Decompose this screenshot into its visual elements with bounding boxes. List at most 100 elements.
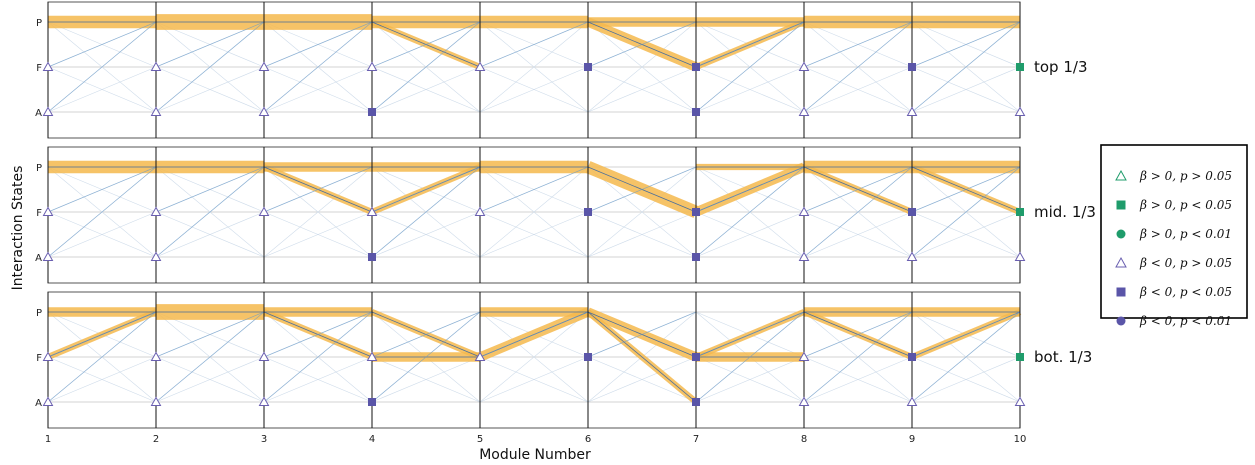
faint-transition [155,66,265,113]
triangle-marker [474,351,486,361]
marker-transition-line [587,166,697,213]
faint-transition [47,66,157,113]
marker-transition-line [803,21,913,113]
faint-transition [587,211,697,258]
triangle-marker [798,251,810,261]
marker-transition-line [263,311,373,403]
legend-square-icon [1116,287,1126,297]
marker-transition-line [371,21,481,68]
faint-transition [479,21,589,113]
marker-transition-line [263,311,373,358]
marker-transition-line [695,21,805,68]
triangle-marker [42,351,54,361]
marker-transition-line [695,166,805,258]
square-marker [908,208,916,216]
triangle-marker [150,61,162,71]
triangle-marker [1014,251,1026,261]
marker-transition-line [47,311,157,403]
x-tick-label: 8 [801,434,807,445]
faint-transition [803,356,913,403]
faint-transition [263,166,373,258]
marker-transition-line [911,166,1021,213]
faint-transition [695,211,805,258]
faint-transition [479,66,589,113]
square-marker [692,253,700,261]
triangle-marker [906,251,918,261]
triangle-marker [798,396,810,406]
faint-transition [263,211,373,258]
faint-transition [371,66,481,113]
triangle-marker [42,396,54,406]
faint-transition [479,356,589,403]
legend-circle-icon [1116,229,1126,239]
marker-transition-line [47,21,157,113]
marker-transition-line [263,21,373,68]
square-marker [584,208,592,216]
marker-transition-line [155,311,265,403]
faint-transition [587,66,697,113]
marker-transition-line [479,21,589,68]
triangle-marker [366,351,378,361]
faint-transition [371,211,481,258]
marker-transition-line [911,166,1021,258]
x-tick-label: 2 [153,434,159,445]
x-tick-label: 7 [693,434,699,445]
x-tick-label: 3 [261,434,267,445]
marker-transition-line [479,311,589,358]
triangle-marker [798,351,810,361]
triangle-marker [258,351,270,361]
legend-label: β < 0, p < 0.05 [1139,285,1232,299]
marker-transition-line [803,166,913,258]
faint-transition [695,356,805,403]
marker-transition-line [695,166,805,213]
faint-transition [479,211,589,258]
x-tick-label: 4 [369,434,375,445]
legend-square-icon [1116,200,1126,210]
legend-label: β > 0, p < 0.05 [1139,198,1232,212]
faint-transition [911,66,1021,113]
marker-transition-line [155,311,265,358]
panel-label: top 1/3 [1034,58,1088,76]
square-marker [584,353,592,361]
marker-transition-line [371,21,481,113]
triangle-marker [798,206,810,216]
marker-transition-line [587,311,697,358]
faint-transition [911,211,1021,258]
triangle-marker [906,106,918,116]
triangle-marker [798,61,810,71]
square-marker [368,253,376,261]
x-tick-label: 9 [909,434,915,445]
legend-label: β > 0, p > 0.05 [1139,169,1232,183]
triangle-marker [474,206,486,216]
y-tick-label: A [35,398,42,409]
marker-transition-line [47,166,157,213]
marker-transition-line [371,311,481,403]
marker-transition-line [587,21,697,68]
panel-label: bot. 1/3 [1034,348,1092,366]
x-axis-title: Module Number [479,447,591,463]
triangle-marker [258,396,270,406]
y-tick-label: A [35,108,42,119]
faint-transition [371,356,481,403]
square-marker [692,398,700,406]
marker-transition-line [695,311,805,358]
marker-transition-line [695,311,805,403]
square-marker [692,63,700,71]
faint-transition [263,356,373,403]
square-marker [692,208,700,216]
triangle-marker [150,206,162,216]
faint-transition [803,211,913,258]
triangle-marker [258,106,270,116]
marker-transition-line [263,166,373,213]
legend-label: β > 0, p < 0.01 [1139,227,1232,241]
y-tick-label: F [36,208,42,219]
triangle-marker [42,61,54,71]
triangle-marker [42,206,54,216]
marker-transition-line [47,311,157,358]
triangle-marker [150,351,162,361]
square-marker [1016,353,1024,361]
